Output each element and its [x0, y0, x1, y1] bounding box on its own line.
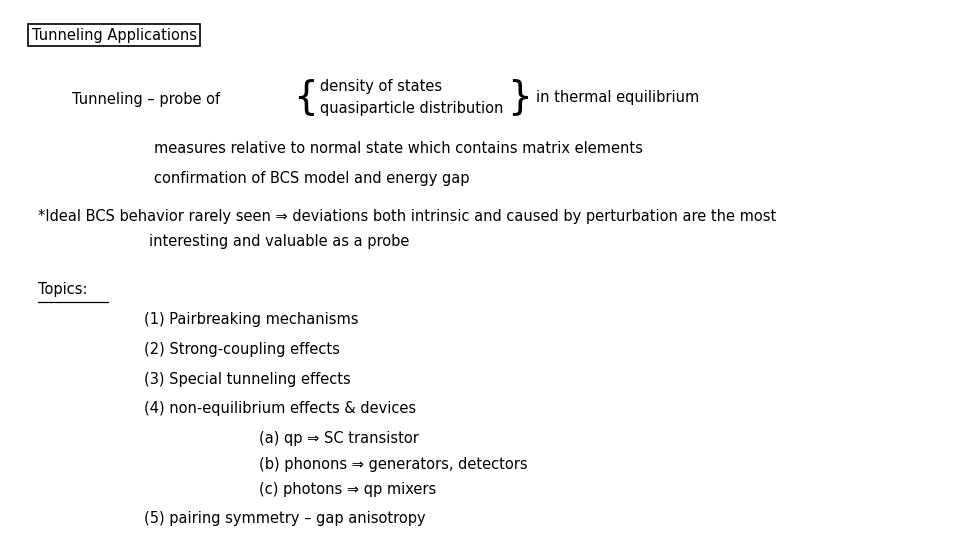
- Text: Tunneling – probe of: Tunneling – probe of: [72, 92, 220, 107]
- Text: (5) pairing symmetry – gap anisotropy: (5) pairing symmetry – gap anisotropy: [144, 511, 425, 526]
- Text: Tunneling Applications: Tunneling Applications: [32, 28, 197, 43]
- Text: (c) photons ⇒ qp mixers: (c) photons ⇒ qp mixers: [259, 482, 437, 497]
- Text: Topics:: Topics:: [38, 282, 88, 298]
- Text: measures relative to normal state which contains matrix elements: measures relative to normal state which …: [154, 141, 642, 156]
- Text: *Ideal BCS behavior rarely seen ⇒ deviations both intrinsic and caused by pertur: *Ideal BCS behavior rarely seen ⇒ deviat…: [38, 208, 777, 224]
- Text: density of states: density of states: [320, 79, 442, 94]
- Text: {: {: [293, 78, 318, 116]
- Text: (a) qp ⇒ SC transistor: (a) qp ⇒ SC transistor: [259, 431, 420, 446]
- Text: interesting and valuable as a probe: interesting and valuable as a probe: [149, 234, 409, 249]
- Text: }: }: [507, 78, 532, 116]
- Text: (3) Special tunneling effects: (3) Special tunneling effects: [144, 372, 350, 387]
- Text: confirmation of BCS model and energy gap: confirmation of BCS model and energy gap: [154, 171, 469, 186]
- Text: in thermal equilibrium: in thermal equilibrium: [536, 90, 699, 105]
- Text: (4) non-equilibrium effects & devices: (4) non-equilibrium effects & devices: [144, 401, 416, 416]
- Text: (1) Pairbreaking mechanisms: (1) Pairbreaking mechanisms: [144, 312, 358, 327]
- Text: quasiparticle distribution: quasiparticle distribution: [320, 100, 503, 116]
- Text: (b) phonons ⇒ generators, detectors: (b) phonons ⇒ generators, detectors: [259, 457, 528, 472]
- Text: (2) Strong-coupling effects: (2) Strong-coupling effects: [144, 342, 340, 357]
